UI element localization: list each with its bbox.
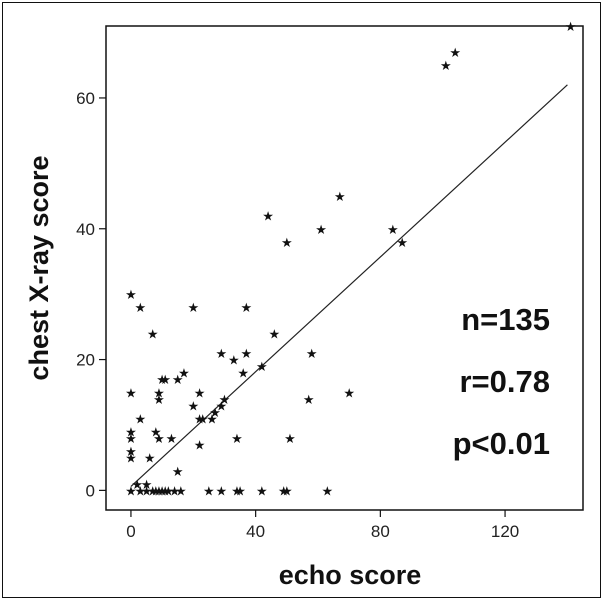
data-point: ★ [306, 347, 318, 362]
data-point: ★ [125, 452, 137, 467]
data-point: ★ [156, 373, 168, 388]
data-point: ★ [150, 426, 162, 441]
data-point: ★ [134, 412, 146, 427]
x-tick-label: 40 [246, 522, 265, 541]
data-point: ★ [194, 412, 206, 427]
data-point: ★ [153, 484, 165, 499]
data-point: ★ [256, 360, 268, 375]
data-point: ★ [231, 484, 243, 499]
x-tick-label: 120 [491, 522, 519, 541]
data-point: ★ [269, 327, 281, 342]
data-point: ★ [237, 367, 249, 382]
data-point: ★ [281, 236, 293, 251]
y-tick-label: 40 [76, 220, 95, 239]
data-point: ★ [169, 484, 181, 499]
data-point: ★ [228, 354, 240, 369]
annotation-p: p<0.01 [453, 426, 550, 461]
data-point: ★ [153, 386, 165, 401]
data-points: ★★★★★★★ ★★★★ ★ ★★ ★★ ★ ★★ ★★★★★ ★★ ★★ ★ ★★★ ★★★★★★ ★★… [125, 20, 576, 499]
y-tick-label: 0 [86, 481, 95, 500]
data-point: ★ [197, 412, 209, 427]
y-axis-title: chest X-ray score [24, 155, 54, 380]
data-point: ★ [396, 236, 408, 251]
data-point: ★ [262, 210, 274, 225]
data-point: ★ [281, 484, 293, 499]
data-point: ★ [156, 484, 168, 499]
data-point: ★ [153, 432, 165, 447]
data-point: ★ [125, 484, 137, 499]
data-point: ★ [240, 347, 252, 362]
data-point: ★ [187, 301, 199, 316]
data-point: ★ [141, 484, 153, 499]
data-point: ★ [256, 484, 268, 499]
data-point: ★ [343, 386, 355, 401]
x-tick-label: 80 [371, 522, 390, 541]
data-point: ★ [284, 432, 296, 447]
data-point: ★ [159, 484, 171, 499]
data-point: ★ [125, 386, 137, 401]
data-point: ★ [134, 301, 146, 316]
data-point: ★ [147, 327, 159, 342]
y-axis: 0 20 40 60 [76, 89, 106, 500]
data-point: ★ [125, 445, 137, 460]
data-point: ★ [206, 412, 218, 427]
data-point: ★ [187, 399, 199, 414]
y-tick-label: 60 [76, 89, 95, 108]
data-point: ★ [172, 373, 184, 388]
data-point: ★ [240, 301, 252, 316]
plot-area-border [105, 25, 584, 511]
data-point: ★ [141, 478, 153, 493]
data-point: ★ [153, 393, 165, 408]
data-point: ★ [216, 484, 228, 499]
data-point: ★ [172, 465, 184, 480]
data-point: ★ [216, 399, 228, 414]
x-axis: 0 40 80 120 [126, 510, 519, 541]
data-point: ★ [175, 484, 187, 499]
annotation-r: r=0.78 [459, 364, 550, 399]
x-tick-label: 0 [126, 522, 135, 541]
data-point: ★ [203, 484, 215, 499]
data-point: ★ [315, 223, 327, 238]
data-point: ★ [209, 406, 221, 421]
data-point: ★ [125, 288, 137, 303]
data-point: ★ [219, 393, 231, 408]
data-point: ★ [163, 484, 175, 499]
regression-line [130, 84, 568, 487]
data-point: ★ [322, 484, 334, 499]
y-tick-label: 20 [76, 351, 95, 370]
data-point: ★ [131, 478, 143, 493]
data-point: ★ [231, 432, 243, 447]
data-point: ★ [166, 432, 178, 447]
data-point: ★ [159, 373, 171, 388]
data-point: ★ [449, 46, 461, 61]
data-point: ★ [387, 223, 399, 238]
data-point: ★ [278, 484, 290, 499]
data-point: ★ [125, 426, 137, 441]
data-point: ★ [234, 484, 246, 499]
data-point: ★ [565, 20, 577, 35]
data-point: ★ [144, 452, 156, 467]
data-point: ★ [334, 190, 346, 205]
data-point: ★ [134, 484, 146, 499]
data-point: ★ [216, 347, 228, 362]
data-point: ★ [178, 367, 190, 382]
data-point: ★ [147, 484, 159, 499]
data-point: ★ [440, 59, 452, 74]
x-axis-title: echo score [279, 560, 422, 590]
data-point: ★ [125, 432, 137, 447]
data-point: ★ [194, 439, 206, 454]
annotation-n: n=135 [461, 302, 550, 337]
data-point: ★ [194, 386, 206, 401]
data-point: ★ [303, 393, 315, 408]
data-point: ★ [150, 484, 162, 499]
